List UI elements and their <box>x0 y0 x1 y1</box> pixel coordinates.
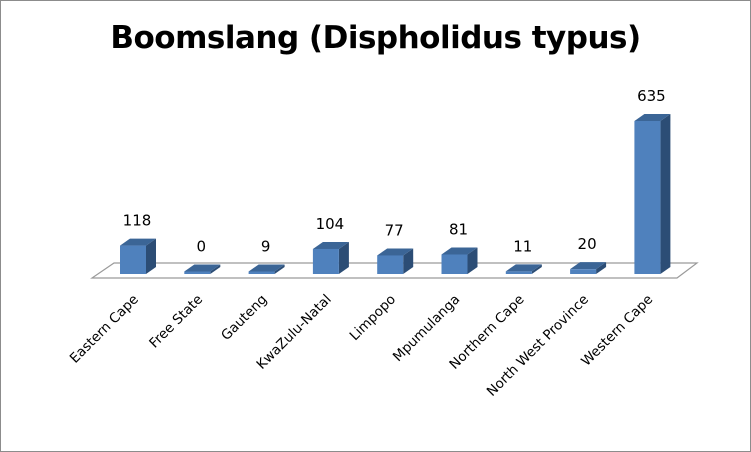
bar-front <box>120 245 146 274</box>
bar-front <box>441 254 468 274</box>
x-tick-label: Free State <box>146 292 206 352</box>
bar-side <box>403 248 414 274</box>
bar-front <box>634 121 661 274</box>
bar-top <box>441 247 478 255</box>
bar-front <box>248 271 275 274</box>
bar-top <box>505 264 542 272</box>
bar-side <box>660 114 671 274</box>
data-label: 20 <box>578 235 597 253</box>
x-tick-label: Mpumulanga <box>390 292 463 365</box>
x-tick-label: Limpopo <box>347 292 399 344</box>
data-label: 9 <box>261 238 271 256</box>
x-tick-label: Gauteng <box>218 292 270 344</box>
bar-top <box>570 262 607 270</box>
bar-side <box>338 241 349 274</box>
data-label: 81 <box>449 220 468 238</box>
bar <box>441 247 478 274</box>
bar <box>377 248 414 274</box>
bar-front <box>184 271 211 274</box>
bar <box>634 114 671 274</box>
bar-top <box>634 114 671 121</box>
x-tick-label: Eastern Cape <box>67 292 142 367</box>
bar-side <box>531 264 542 274</box>
data-label: 77 <box>385 221 404 239</box>
bar <box>312 241 349 274</box>
bar-top <box>312 241 349 249</box>
bar-side <box>210 264 221 274</box>
data-label: 118 <box>123 212 152 230</box>
bar-front <box>377 255 404 274</box>
data-label: 635 <box>637 87 666 105</box>
data-label: 11 <box>513 237 532 255</box>
data-label: 0 <box>197 238 207 256</box>
bar-top <box>120 238 156 246</box>
bar-side <box>146 238 156 274</box>
data-label: 104 <box>316 215 345 233</box>
bar-side <box>274 264 285 274</box>
bar-front <box>505 271 532 274</box>
bar-top <box>248 264 285 272</box>
chart-title: Boomslang (Dispholidus typus) <box>110 20 641 56</box>
bar <box>184 264 221 274</box>
bar-side <box>467 247 478 274</box>
bar <box>248 264 285 274</box>
bar-front <box>312 248 339 274</box>
bar <box>120 238 156 274</box>
bar <box>505 264 542 274</box>
bar-side <box>596 262 607 274</box>
bar-top <box>184 264 221 272</box>
bar <box>570 262 607 274</box>
bar-front <box>570 269 597 274</box>
bar-top <box>377 248 414 256</box>
